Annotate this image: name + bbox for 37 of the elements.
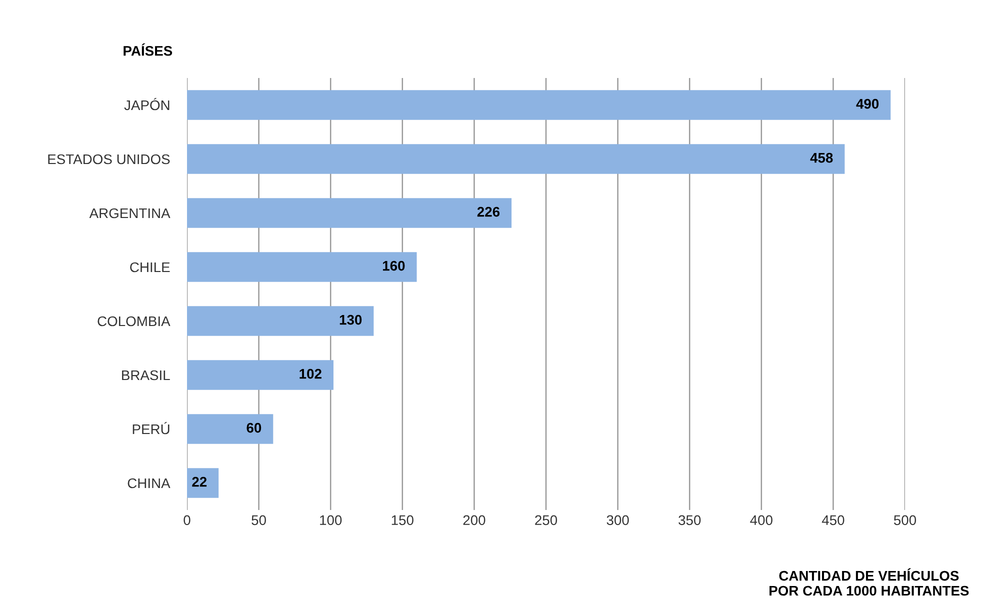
x-axis-title: CANTIDAD DE VEHÍCULOS POR CADA 1000 HABITANTES bbox=[770, 568, 969, 596]
x-tick-label: 0 bbox=[184, 515, 190, 526]
y-tick-label: CHINA bbox=[128, 478, 170, 488]
bar bbox=[187, 414, 274, 444]
x-tick-label: 400 bbox=[750, 515, 772, 526]
x-tick-label: 300 bbox=[606, 515, 629, 526]
x-tick-label: 250 bbox=[535, 515, 558, 526]
x-tick-label: 50 bbox=[252, 515, 266, 526]
data-label: 60 bbox=[246, 422, 262, 433]
y-tick-label: PERÚ bbox=[132, 422, 170, 434]
y-axis-title: PAÍSES bbox=[124, 43, 172, 56]
data-label: 226 bbox=[477, 206, 500, 217]
x-tick-label: 200 bbox=[463, 515, 486, 526]
y-tick-label: JAPÓN bbox=[124, 98, 170, 110]
x-tick-label: 450 bbox=[822, 515, 844, 526]
data-label: 490 bbox=[856, 98, 879, 109]
data-label: 130 bbox=[340, 314, 362, 325]
bar bbox=[187, 360, 334, 390]
data-label: 102 bbox=[300, 368, 322, 379]
y-tick-label: CHILE bbox=[130, 262, 170, 272]
bar bbox=[187, 252, 417, 282]
x-tick-label: 150 bbox=[392, 515, 414, 526]
x-tick-label: 100 bbox=[320, 515, 342, 526]
bar bbox=[187, 144, 845, 174]
data-label: 160 bbox=[382, 260, 405, 271]
y-tick-label: COLOMBIA bbox=[98, 316, 170, 326]
bar bbox=[187, 198, 512, 228]
data-label: 22 bbox=[192, 476, 207, 487]
x-tick-label: 350 bbox=[678, 515, 701, 526]
y-tick-label: BRASIL bbox=[122, 370, 170, 380]
bar bbox=[187, 306, 374, 336]
data-label: 458 bbox=[810, 152, 833, 163]
bar bbox=[187, 90, 891, 120]
x-tick-label: 500 bbox=[894, 515, 916, 526]
y-tick-label: ESTADOS UNIDOS bbox=[48, 154, 170, 164]
y-tick-label: ARGENTINA bbox=[89, 208, 170, 218]
bar bbox=[187, 468, 219, 498]
